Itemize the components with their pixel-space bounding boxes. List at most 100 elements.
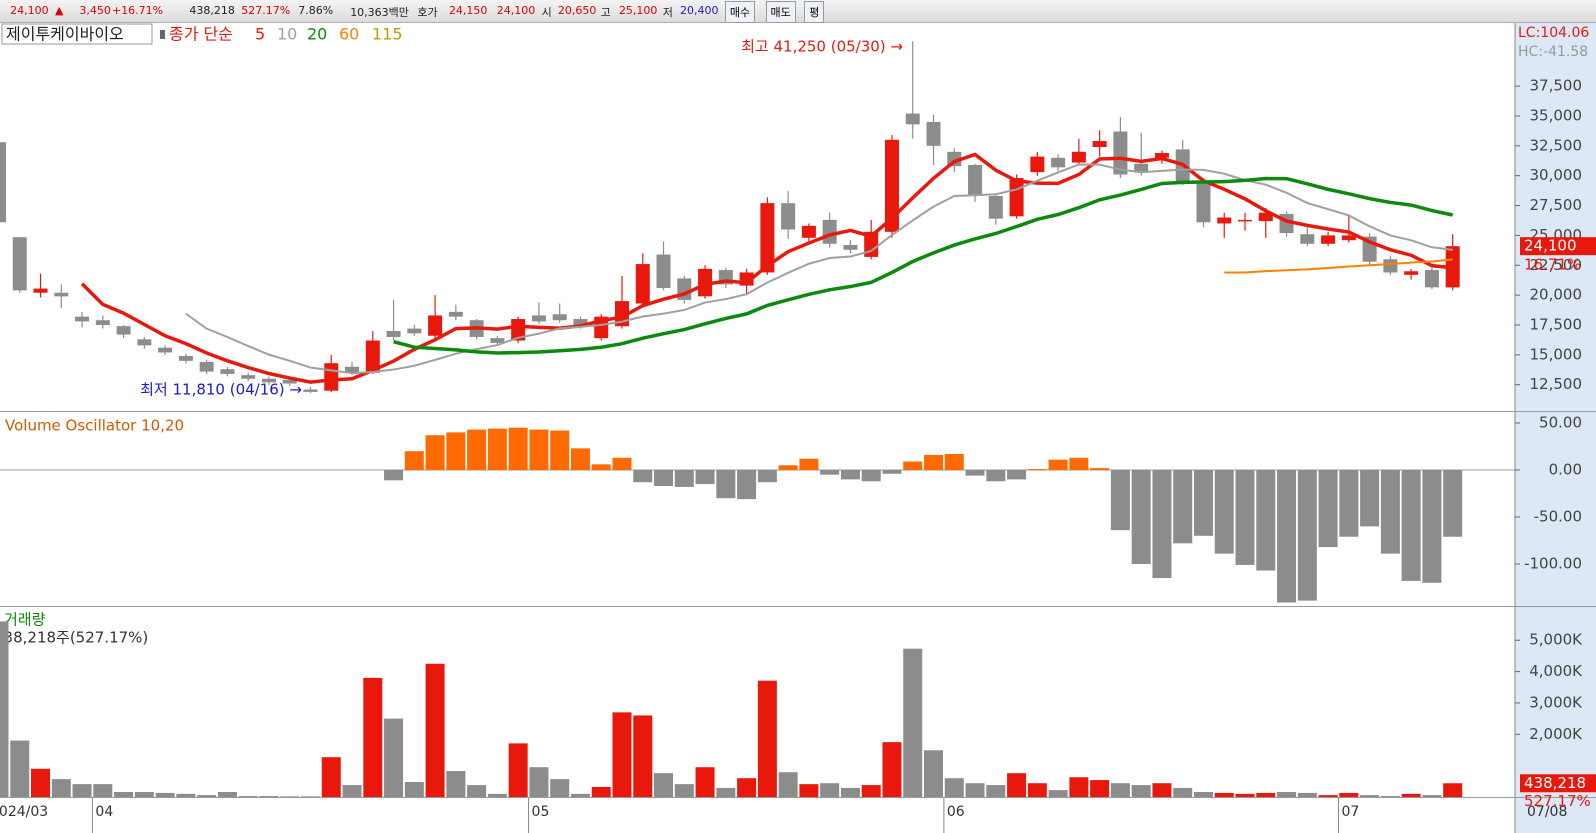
volume-bar (280, 796, 300, 797)
y-tick-label: 37,500 (1530, 77, 1583, 95)
volume-bar (965, 783, 985, 797)
y-tick-label: 27,500 (1530, 196, 1583, 214)
y-tick-label: 2,000K (1529, 725, 1583, 743)
oscillator-bar (840, 469, 860, 480)
oscillator-bar (1090, 468, 1110, 470)
volume-bar (155, 792, 175, 797)
y-tick-label: 0.00 (1549, 460, 1582, 478)
quote-item: +16.71% (111, 4, 164, 17)
candle-body (261, 378, 276, 383)
candle-body (1071, 151, 1086, 163)
candle-body (1051, 157, 1066, 168)
volume-bar (404, 781, 424, 797)
volume-bar (1235, 793, 1255, 797)
volume-bar (467, 785, 487, 797)
candle-body (386, 330, 401, 337)
volume-bar (72, 784, 92, 797)
candle-body (303, 389, 318, 392)
volume-bar (1401, 793, 1421, 797)
volume-bar (1131, 785, 1151, 797)
y-tick-label: 3,000K (1529, 693, 1583, 711)
legend-icon (160, 30, 165, 39)
volume-bar (840, 787, 860, 797)
y-tick-label: 30,000 (1530, 166, 1583, 184)
volume-bar (1090, 780, 1110, 797)
y-tick-label: 22,500 (1530, 256, 1583, 274)
volume-bar (363, 677, 383, 797)
volume-bar (1443, 783, 1463, 797)
candle-body (822, 219, 837, 244)
volume-bar (487, 793, 507, 797)
y-tick-label: 20,000 (1530, 286, 1583, 304)
oscillator-bar (1318, 469, 1338, 548)
volume-bar (986, 785, 1006, 797)
volume-pct: 527.17% (1524, 792, 1591, 810)
y-tick-label: -50.00 (1534, 507, 1582, 525)
volume-bar (1007, 773, 1027, 797)
volume-bar (1277, 791, 1297, 797)
moving-average (393, 176, 1454, 355)
candle-body (531, 315, 546, 322)
candle-body (968, 164, 983, 196)
volume-bar (529, 767, 549, 797)
volume-bar (1380, 796, 1400, 797)
quote-button[interactable]: 평 (804, 1, 825, 23)
axis-panel (1515, 23, 1596, 833)
y-tick-label: 4,000K (1529, 662, 1583, 680)
volume-bar (384, 718, 404, 797)
volume-bar (903, 648, 923, 797)
volume-bar (342, 785, 362, 797)
oscillator-bar (674, 469, 694, 487)
quote-item: 저 (662, 6, 673, 19)
candle-body (635, 264, 650, 304)
candle-body (843, 244, 858, 250)
quote-item: 24,150 (448, 4, 488, 17)
last-volume-box (1520, 774, 1596, 793)
ma-legend: 60 (339, 25, 359, 44)
volume-bar (1339, 792, 1359, 797)
volume-bar (425, 663, 445, 797)
oscillator-bar (986, 469, 1006, 482)
volume-bar (0, 621, 9, 797)
oscillator-bar (1214, 469, 1234, 554)
volume-bar (176, 793, 196, 797)
oscillator-bar (633, 469, 653, 483)
candle-body (448, 311, 463, 317)
volume-bar (757, 680, 777, 797)
oscillator-bar (384, 469, 404, 481)
volume-bar (695, 767, 715, 797)
quote-button[interactable]: 매수 (724, 1, 756, 23)
quote-item: 20,650 (557, 4, 597, 17)
candle-body (95, 320, 110, 325)
candle-body (324, 363, 339, 391)
volume-bar (550, 779, 570, 797)
volume-bar (778, 772, 798, 797)
quote-button[interactable]: 매도 (765, 1, 796, 23)
quote-item: 24,100 (10, 4, 49, 17)
oscillator-bar (508, 427, 528, 470)
volume-bar (861, 785, 881, 797)
ma-legend: 115 (372, 25, 403, 44)
candle-body (345, 366, 360, 373)
oscillator-bar (944, 454, 964, 470)
volume-bar (1152, 783, 1172, 797)
title-box[interactable] (1, 23, 153, 45)
candle-body (1154, 153, 1169, 158)
volume-bar (633, 715, 653, 797)
oscillator-bar (570, 448, 590, 470)
quote-item: 시 (541, 6, 552, 19)
oscillator-bar (1048, 459, 1068, 470)
moving-average (1224, 258, 1453, 274)
oscillator-bar (1339, 469, 1359, 537)
volume-bar (737, 778, 757, 797)
quote-item: 25,100 (618, 4, 658, 17)
candle-body (282, 379, 297, 384)
vo-title: Volume Oscillator 10,20 (5, 417, 184, 435)
candle-body (1424, 270, 1439, 288)
volume-bar (1318, 795, 1338, 797)
oscillator-bar (903, 461, 923, 470)
oscillator-bar (404, 451, 424, 470)
ma-legend: 5 (255, 25, 265, 44)
volume-bar (114, 791, 134, 797)
